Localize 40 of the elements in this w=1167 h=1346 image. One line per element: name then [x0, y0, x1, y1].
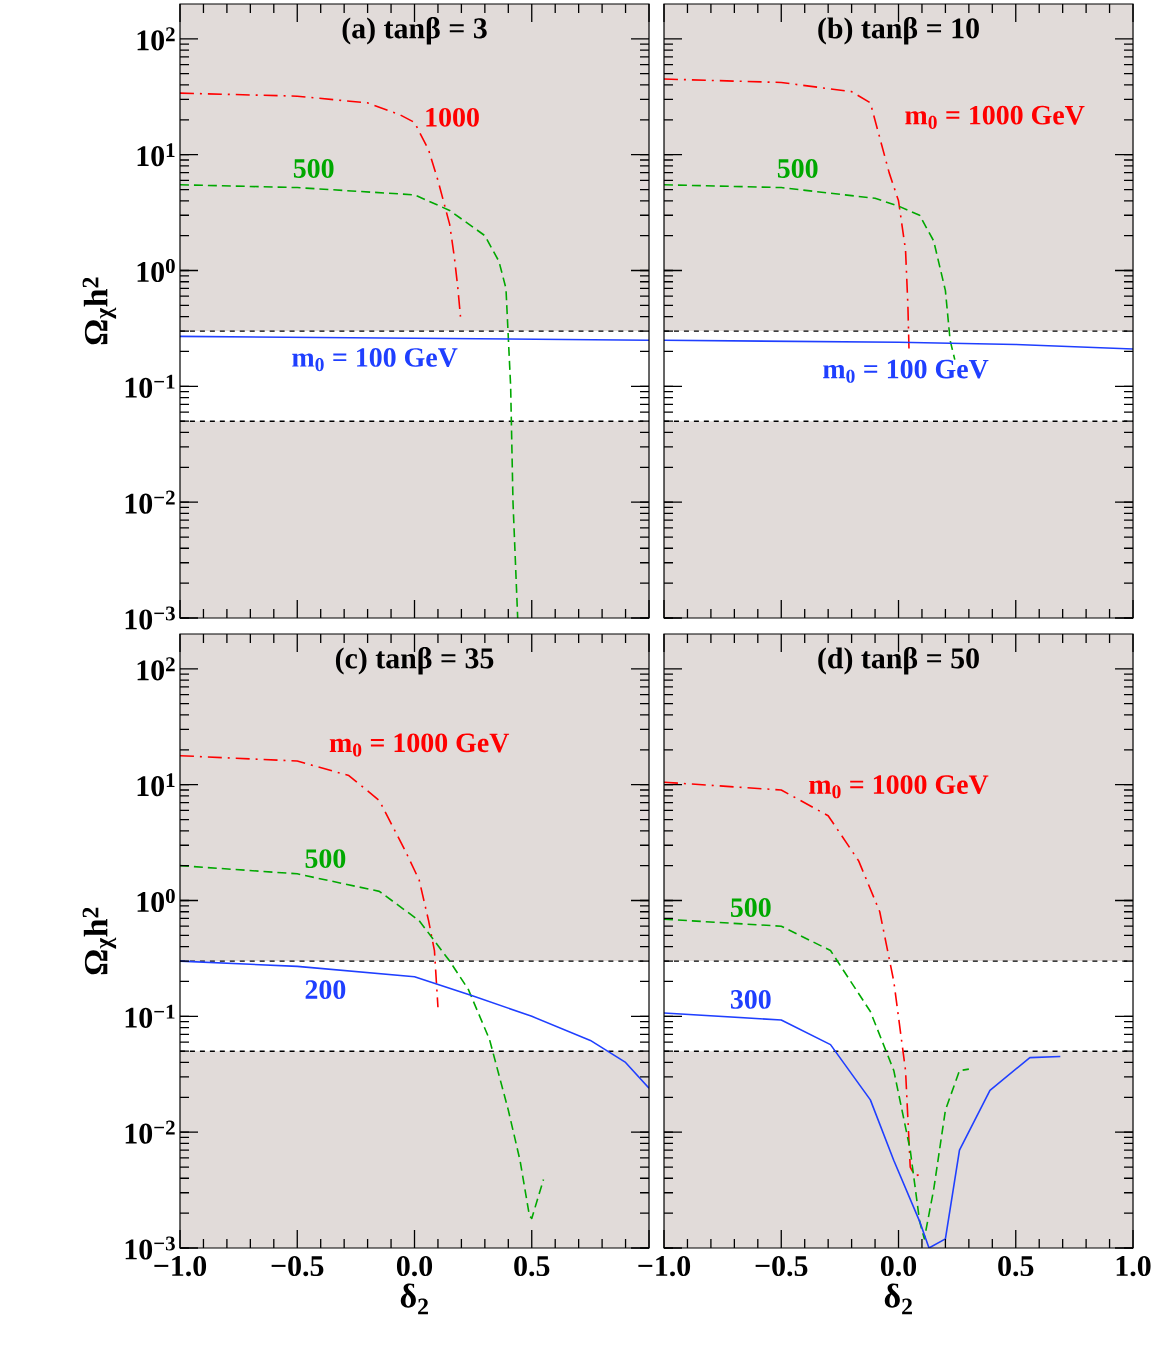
y-tick-label: 10$^{1}$: [137, 773, 175, 797]
series-label: 200: [305, 980, 346, 1000]
x-tick-label: 0.0: [880, 1255, 917, 1277]
x-axis-title: δ$_{2}$: [884, 1283, 912, 1315]
series-label: 500: [777, 159, 818, 178]
y-tick-label: 10$^{−1}$: [125, 1004, 175, 1028]
y-tick-label: 10$^{−1}$: [125, 374, 175, 398]
y-tick-label: 10$^{0}$: [137, 258, 175, 283]
x-tick-label: 0.5: [514, 1255, 550, 1277]
chart-title: (b) tanβ = 10: [818, 17, 979, 45]
x-tick-label: 0.0: [396, 1255, 433, 1277]
series-label: m$_{0}$ = 1000 GeV: [809, 775, 989, 799]
chart-title: (c) tanβ = 35: [335, 647, 494, 675]
x-tick-label: −0.5: [271, 1255, 324, 1277]
series-label: 300: [730, 990, 771, 1009]
y-tick-label: 10$^{−3}$: [125, 606, 175, 630]
y-tick-label: 10$^{2}$: [137, 657, 175, 681]
x-axis-title: δ$_{2}$: [400, 1283, 428, 1315]
x-tick-label: 0.5: [998, 1255, 1034, 1277]
y-tick-label: 10$^{2}$: [137, 27, 175, 51]
series-label: 500: [305, 849, 346, 869]
y-axis-title: Ω$_{χ}$h$^{2}$: [82, 277, 117, 345]
y-tick-label: 10$^{1}$: [137, 143, 175, 167]
y-tick-label: 10$^{−2}$: [125, 1120, 175, 1144]
x-tick-label: 1.0: [1116, 1255, 1151, 1277]
series-label: 500: [730, 898, 771, 917]
series-label: m$_{0}$ = 1000 GeV: [905, 105, 1085, 129]
series-label: m$_{0}$ = 1000 GeV: [329, 733, 510, 757]
y-tick-label: 10$^{−2}$: [125, 490, 175, 514]
x-tick-label: −1.0: [154, 1255, 207, 1277]
y-axis-title: Ω$_{χ}$h$^{2}$: [82, 907, 117, 975]
x-tick-label: −0.5: [755, 1255, 808, 1277]
series-label: m$_{0}$ = 100 GeV: [823, 359, 989, 383]
series-label: 500: [293, 159, 334, 178]
series-label: m$_{0}$ = 100 GeV: [292, 348, 458, 372]
series-label: 1000: [426, 107, 479, 127]
chart-title: (a) tanβ = 3: [342, 17, 487, 45]
y-tick-label: 10$^{0}$: [137, 888, 175, 913]
chart-title: (d) tanβ = 50: [818, 647, 979, 675]
x-tick-label: −1.0: [638, 1255, 691, 1277]
